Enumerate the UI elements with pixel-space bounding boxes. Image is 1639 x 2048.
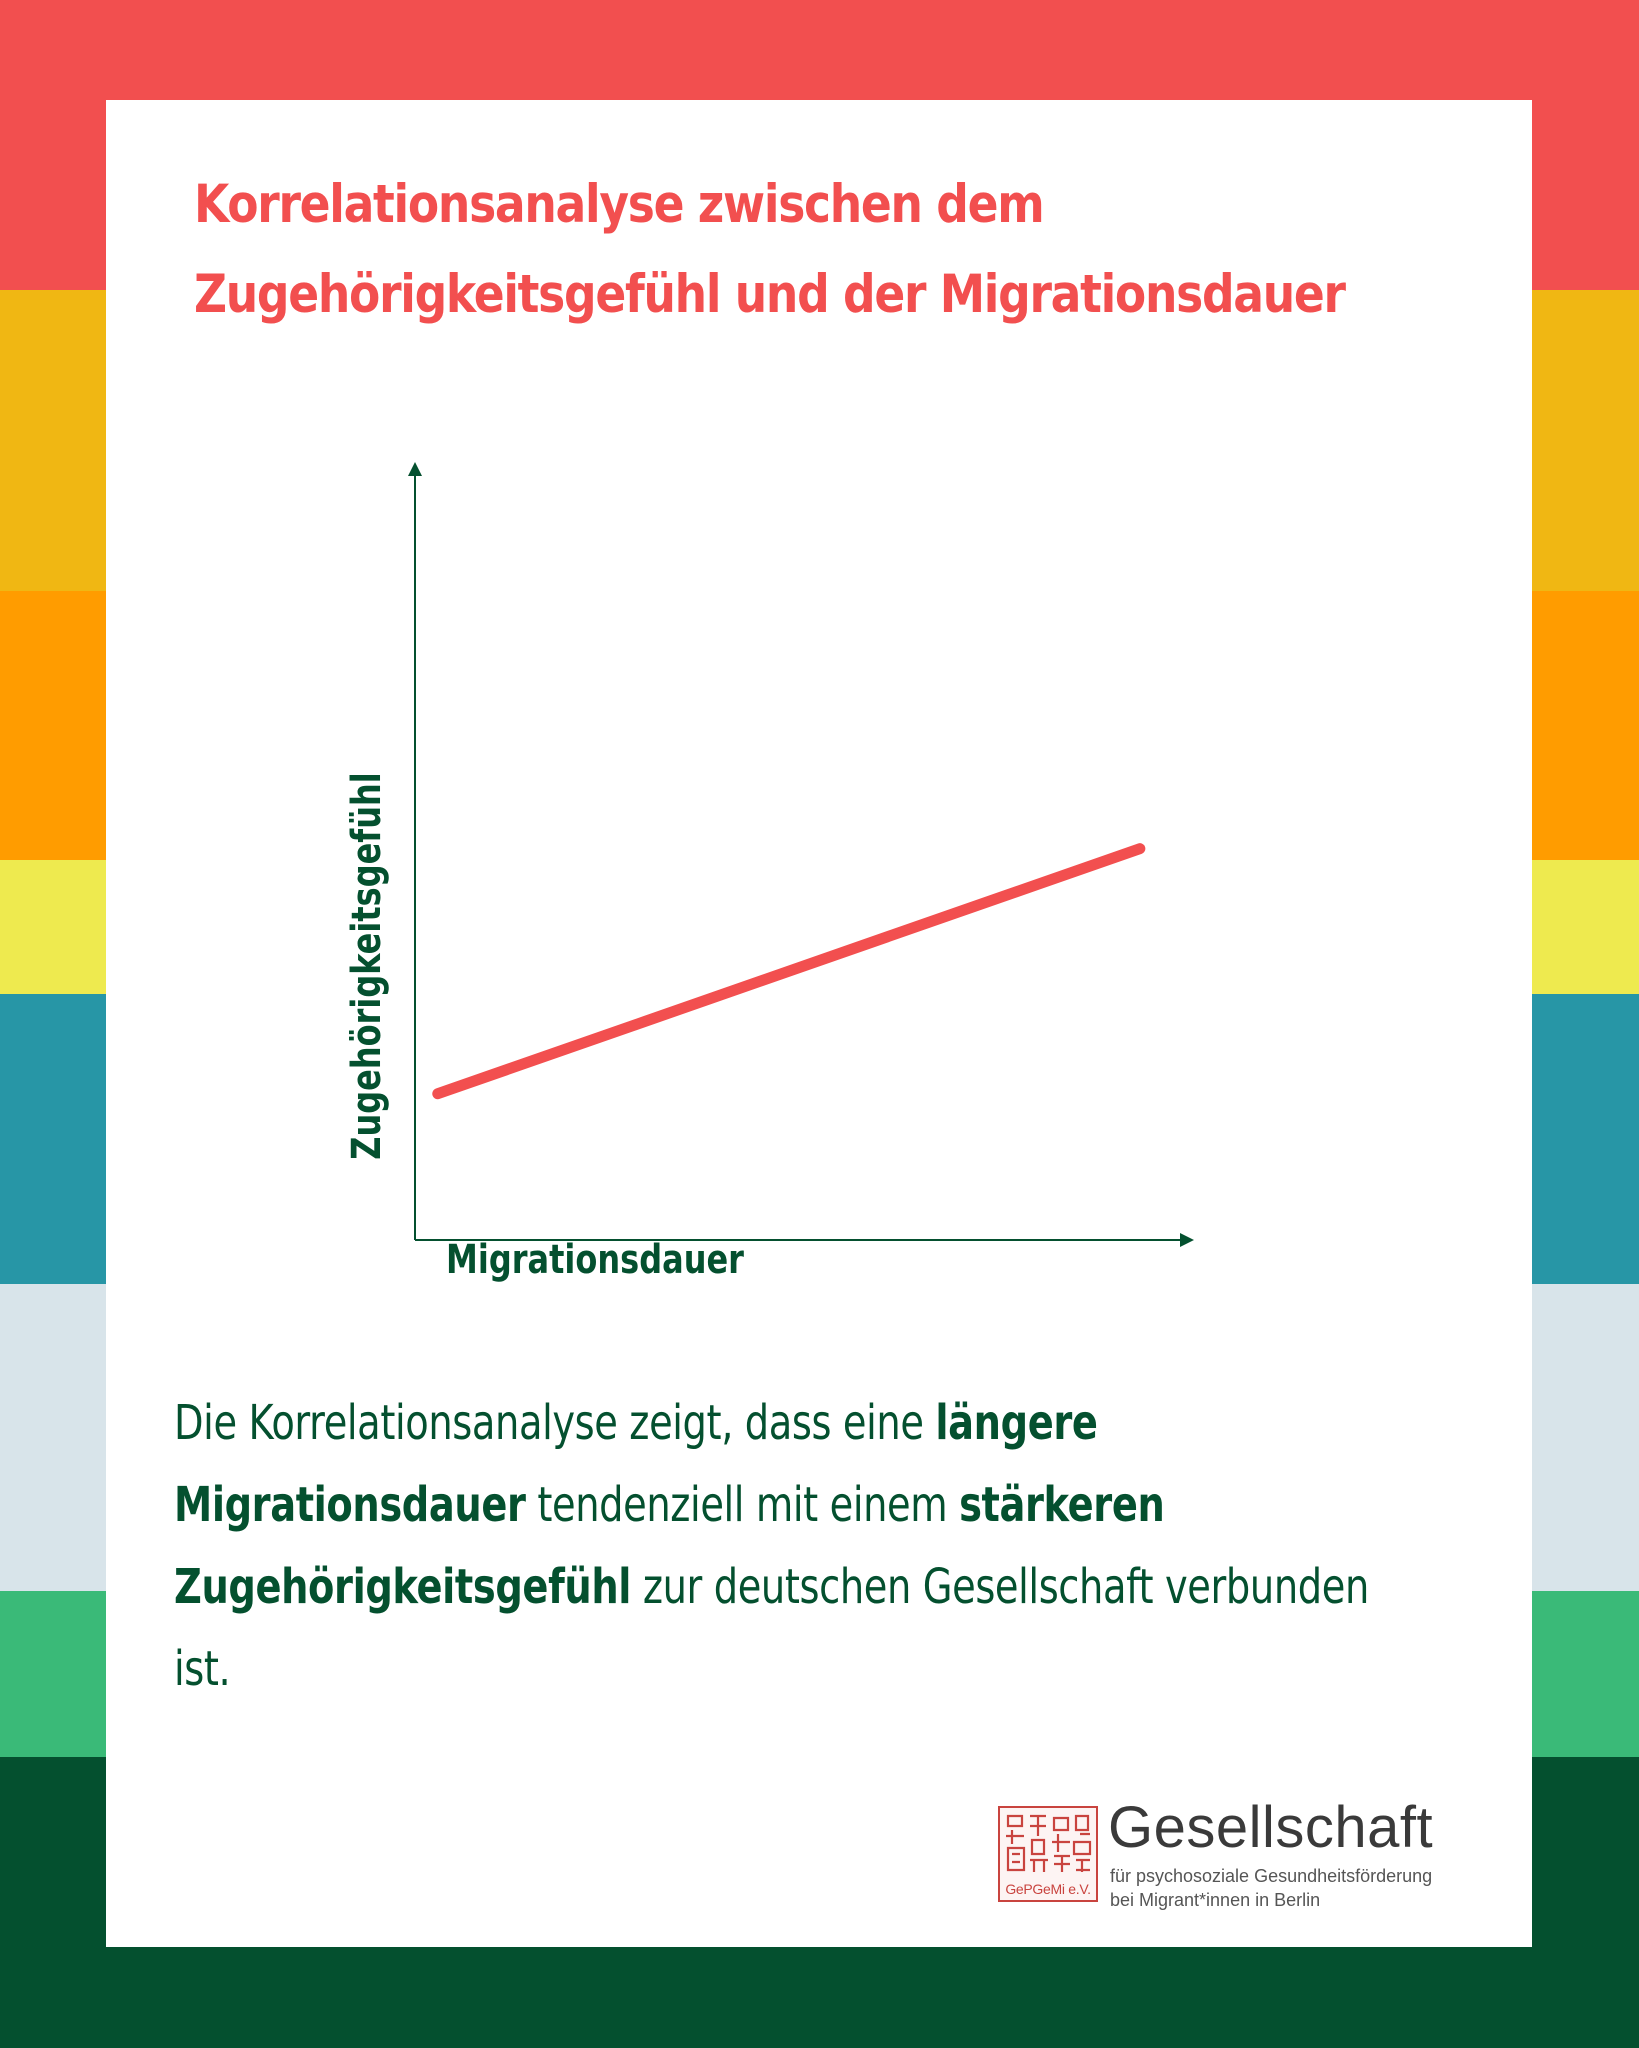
y-axis-label: Zugehörigkeitsgefühl bbox=[344, 772, 390, 1160]
logo-wordmark: Gesellschaft bbox=[1108, 1795, 1434, 1860]
logo-subtitle: für psychosoziale Gesundheitsförderung b… bbox=[1110, 1864, 1432, 1912]
conclusion-emphasis-2: stärkeren Zugehörigkeitsgefühl bbox=[174, 1477, 1165, 1615]
title-line-1: Korrelationsanalyse zwischen dem bbox=[194, 174, 1045, 235]
series-layer bbox=[432, 843, 1146, 1100]
conclusion-text: Die Korrelationsanalyse zeigt, dass eine… bbox=[174, 1382, 1422, 1710]
logo-subtitle-line-1: für psychosoziale Gesundheitsförderung bbox=[1110, 1866, 1433, 1886]
title-line-2: Zugehörigkeitsgefühl und der Migrationsd… bbox=[194, 264, 1346, 325]
conclusion-segment-2: tendenziell mit einem bbox=[525, 1477, 960, 1533]
page-title: Korrelationsanalyse zwischen dem Zugehör… bbox=[194, 160, 1346, 340]
correlation-chart bbox=[408, 462, 1194, 1247]
conclusion-emphasis-1: längere Migrationsdauer bbox=[174, 1395, 1098, 1533]
seal-stamp-icon: GePGeMi e.V. bbox=[998, 1806, 1098, 1902]
series-line-0 bbox=[432, 843, 1146, 1100]
x-axis-arrowhead bbox=[1180, 1233, 1194, 1247]
seal-text: GePGeMi e.V. bbox=[1005, 1881, 1091, 1897]
organization-logo: GePGeMi e.V. Gesellschaft für psychosozi… bbox=[988, 1796, 1488, 1912]
content-card: Korrelationsanalyse zwischen dem Zugehör… bbox=[106, 100, 1532, 1947]
conclusion-segment-1: Die Korrelationsanalyse zeigt, dass eine bbox=[174, 1395, 936, 1451]
x-axis-label: Migrationsdauer bbox=[446, 1237, 744, 1283]
y-axis-arrowhead bbox=[408, 462, 422, 476]
logo-subtitle-line-2: bei Migrant*innen in Berlin bbox=[1110, 1890, 1321, 1910]
conclusion-segment-3: zur deutschen Gesellschaft verbunden ist… bbox=[174, 1559, 1369, 1697]
seal-glyph-pattern bbox=[1006, 1814, 1092, 1872]
